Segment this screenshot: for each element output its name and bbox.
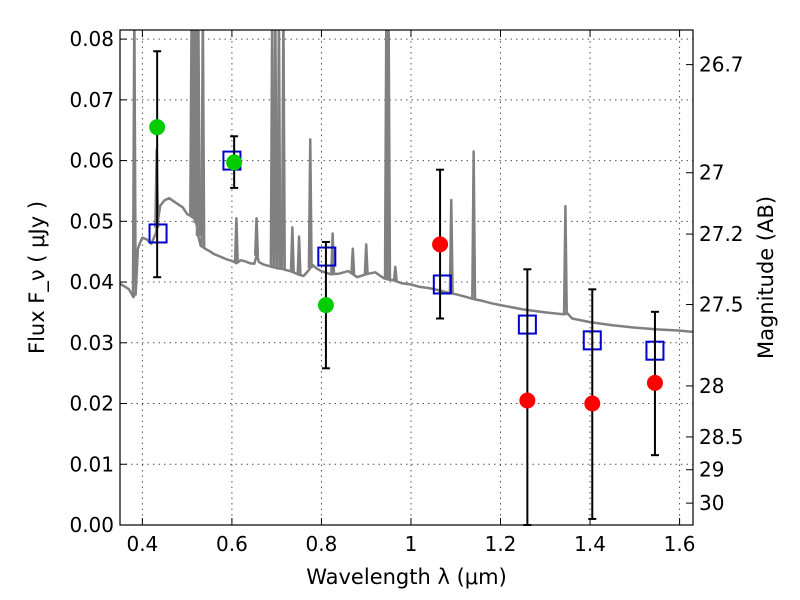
marks-layer xyxy=(149,51,663,525)
y-axis-right: 26.7 27 27.2 27.5 28 28.5 29 30 xyxy=(686,53,744,516)
observed-flux-point xyxy=(226,154,242,170)
y-right-tick-label: 27.2 xyxy=(699,222,744,246)
emission-line-spike xyxy=(133,9,136,296)
y-tick-label: 0.02 xyxy=(69,392,114,416)
emission-line-spike xyxy=(331,233,334,274)
chart: 0.4 0.6 0.8 1 1.2 1.4 1.6 0.00 0.01 0.02 0.03 0.04… xyxy=(0,0,800,600)
observed-flux-point xyxy=(647,375,663,391)
observed-flux-point xyxy=(318,297,334,313)
y-right-tick-label: 28.5 xyxy=(699,425,744,449)
y-axis: 0.00 0.01 0.02 0.03 0.04 0.05 0.06 0.07 0.08 xyxy=(69,27,127,537)
y-right-tick-label: 28 xyxy=(699,374,724,398)
y-tick-label: 0.06 xyxy=(69,149,114,173)
observed-flux-point xyxy=(519,392,535,408)
x-tick-label: 1.4 xyxy=(574,532,606,556)
y-tick-label: 0.07 xyxy=(69,88,114,112)
emission-line-spike xyxy=(365,244,368,274)
emission-line-spike xyxy=(278,9,281,269)
plot-frame xyxy=(120,30,693,525)
y-axis-label: Flux F_ν ( μJy ) xyxy=(25,201,50,354)
y-right-tick-label: 27 xyxy=(699,161,724,185)
emission-line-spike xyxy=(394,267,397,281)
y-tick-label: 0.04 xyxy=(69,270,114,294)
x-tick-label: 1 xyxy=(405,532,418,556)
y-right-tick-label: 26.7 xyxy=(699,53,744,77)
y-tick-label: 0.03 xyxy=(69,331,114,355)
emission-line-spike xyxy=(291,227,294,272)
emission-line-spike xyxy=(274,9,277,268)
emission-line-spike xyxy=(298,237,301,275)
emission-line-spike xyxy=(472,151,475,299)
emission-line-spike xyxy=(255,218,258,255)
emission-line-spike xyxy=(564,206,567,314)
emission-line-spike xyxy=(387,9,390,280)
y-tick-label: 0.05 xyxy=(69,209,114,233)
y-right-tick-label: 27.5 xyxy=(699,293,744,317)
y-right-tick-label: 29 xyxy=(699,458,724,482)
observed-flux-point xyxy=(149,119,165,135)
x-tick-label: 0.4 xyxy=(126,532,158,556)
emission-line-spike xyxy=(235,218,238,263)
y-right-tick-label: 30 xyxy=(699,491,724,515)
emission-line-spike xyxy=(282,9,285,270)
plot-layer xyxy=(120,9,693,332)
x-tick-label: 0.6 xyxy=(216,532,248,556)
emission-line-spike xyxy=(309,139,312,268)
x-axis-label: Wavelength λ (μm) xyxy=(306,565,507,589)
x-tick-label: 0.8 xyxy=(306,532,338,556)
y-tick-label: 0.08 xyxy=(69,27,114,51)
y-tick-label: 0.01 xyxy=(69,452,114,476)
grid xyxy=(120,30,693,525)
x-axis: 0.4 0.6 0.8 1 1.2 1.4 1.6 xyxy=(126,30,695,556)
emission-line-spike xyxy=(197,9,200,236)
observed-flux-point xyxy=(432,236,448,252)
y-tick-label: 0.00 xyxy=(69,513,114,537)
x-tick-label: 1.6 xyxy=(664,532,696,556)
observed-flux-point xyxy=(584,396,600,412)
y-axis-right-label: Magnitude (AB) xyxy=(754,196,778,359)
emission-line-spike xyxy=(351,249,354,275)
model-spectrum-line xyxy=(120,198,693,332)
x-tick-label: 1.2 xyxy=(485,532,517,556)
emission-line-spike xyxy=(201,9,204,247)
